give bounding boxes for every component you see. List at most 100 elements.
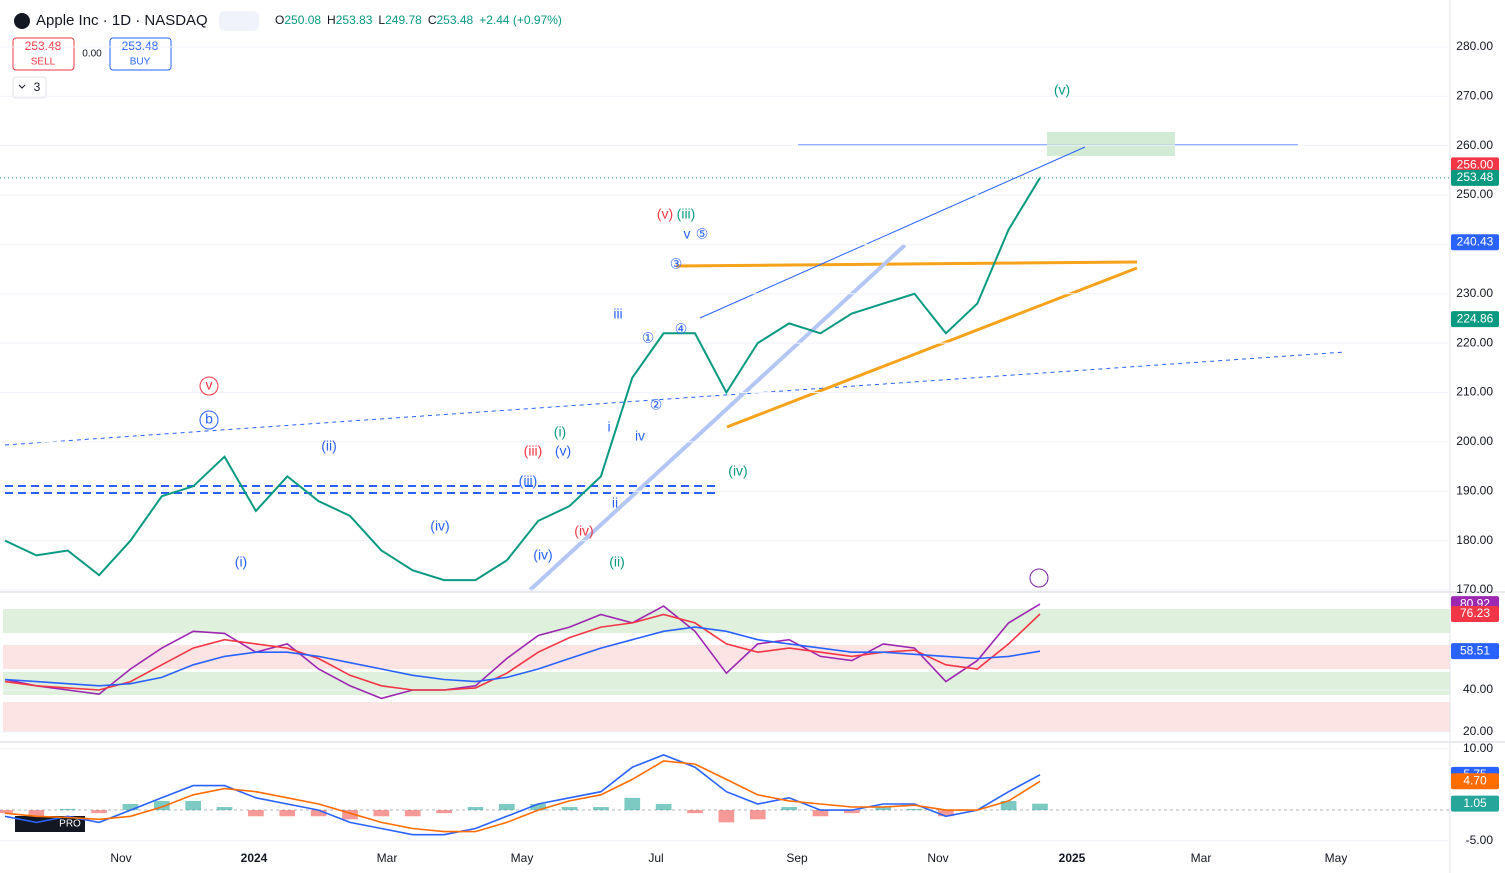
wave-label: (iii) (519, 473, 538, 489)
histogram-bar (624, 797, 641, 811)
histogram-bar (373, 810, 390, 817)
wave-label: (iv) (533, 547, 552, 563)
status-pill[interactable] (219, 11, 259, 31)
wave-circle (199, 410, 219, 430)
ohlc-key: C (428, 13, 437, 27)
histogram-bar (342, 810, 358, 820)
trend-line (528, 243, 907, 592)
price-badge (1451, 643, 1499, 660)
rsi-zone (3, 609, 1450, 633)
wave-label: (v) (1054, 82, 1070, 98)
y-tick-label: 180.00 (1456, 533, 1493, 547)
triangle-line (726, 266, 1138, 429)
event-marker[interactable] (1029, 568, 1049, 588)
wave-label: (iv) (574, 523, 593, 539)
histogram-bar (59, 808, 76, 811)
price-badge (1451, 795, 1499, 812)
y-tick-label: 230.00 (1456, 286, 1493, 300)
y-tick-label: 210.00 (1456, 385, 1493, 399)
histogram-bar (1032, 803, 1048, 811)
symbol-logo[interactable] (14, 13, 30, 29)
price-badge-label: 224.86 (1457, 311, 1494, 325)
rsi-zone (3, 702, 1450, 732)
histogram-bar (812, 810, 829, 817)
wave-label: ③ (670, 256, 683, 272)
ohlc-value: 249.78 (385, 13, 422, 27)
histogram-bar (655, 803, 672, 811)
histogram-bar (593, 807, 609, 811)
wave-label: (iv) (728, 463, 747, 479)
indicators-toggle[interactable] (12, 76, 47, 99)
ohlc-value: 253.83 (336, 13, 373, 27)
price-badge-label: 1.05 (1463, 796, 1487, 810)
ohlc-key: O (275, 13, 284, 27)
y-tick-label: -5.00 (1466, 833, 1494, 847)
rsi-zone (3, 645, 1450, 669)
histogram-bar (436, 810, 452, 814)
price-badge-label: 240.43 (1457, 234, 1494, 248)
series-line (4, 613, 1041, 691)
y-tick-label: 270.00 (1456, 88, 1493, 102)
price-badge-label: 76.23 (1460, 606, 1490, 620)
time-label: Nov (927, 851, 948, 865)
time-label: 2024 (241, 851, 268, 865)
ohlc-value: 253.48 (436, 13, 473, 27)
series-line (4, 177, 1041, 582)
indicators-count: 3 (34, 80, 41, 94)
histogram-bar (279, 810, 296, 817)
buy-label: BUY (130, 57, 151, 68)
buy-button[interactable] (109, 37, 172, 71)
price-badge (1451, 169, 1499, 186)
price-badge (1451, 311, 1499, 328)
histogram-bar (91, 810, 107, 814)
histogram-bar (530, 803, 547, 811)
y-tick-label: 10.00 (1463, 741, 1493, 755)
sell-button[interactable] (12, 37, 75, 71)
wave-label: v (206, 377, 213, 393)
histogram-bar (0, 810, 13, 814)
wave-label: (iii) (524, 443, 543, 459)
wave-label: v (684, 226, 691, 242)
series-line (4, 760, 1041, 833)
wave-label: (i) (235, 554, 247, 570)
rsi-zone (3, 672, 1450, 695)
sell-label: SELL (31, 57, 56, 68)
wave-label: ① (642, 330, 655, 346)
time-label: Mar (377, 851, 398, 865)
histogram-bar (122, 803, 139, 811)
histogram-bar (248, 810, 264, 817)
wave-label: iv (635, 428, 645, 444)
price-badge (1451, 234, 1499, 251)
wave-circle (199, 376, 219, 396)
y-tick-label: 280.00 (1456, 39, 1493, 53)
price-badge (1451, 773, 1499, 790)
y-tick-label: 190.00 (1456, 483, 1493, 497)
histogram-bar (28, 810, 45, 817)
time-label: Jul (648, 851, 663, 865)
y-tick-label: 170.00 (1456, 582, 1493, 596)
price-badge-label: 4.70 (1463, 773, 1487, 787)
histogram-bar (687, 810, 703, 814)
histogram-bar (467, 807, 484, 811)
price-badge-label: 253.48 (1457, 170, 1494, 184)
y-tick-label: 220.00 (1456, 335, 1493, 349)
symbol-title[interactable]: Apple Inc · 1D · NASDAQ (36, 12, 208, 29)
histogram-bar (875, 807, 892, 811)
change: +2.44 (+0.97%) (479, 13, 562, 27)
y-tick-label: 200.00 (1456, 434, 1493, 448)
histogram-bar (404, 810, 421, 817)
histogram-bar (561, 807, 578, 811)
price-badge-label: 58.51 (1460, 643, 1490, 657)
time-label: Nov (110, 851, 131, 865)
wave-label: ⑤ (696, 226, 709, 242)
time-label: May (511, 851, 534, 865)
time-label: 2025 (1059, 851, 1086, 865)
histogram-bar (781, 807, 797, 811)
histogram-bar (906, 808, 923, 811)
wave-label: (v) (657, 206, 673, 222)
price-badge-label: 256.00 (1457, 158, 1494, 172)
channel-line (699, 146, 1086, 319)
wave-label: i (607, 419, 610, 435)
logo (15, 816, 85, 832)
